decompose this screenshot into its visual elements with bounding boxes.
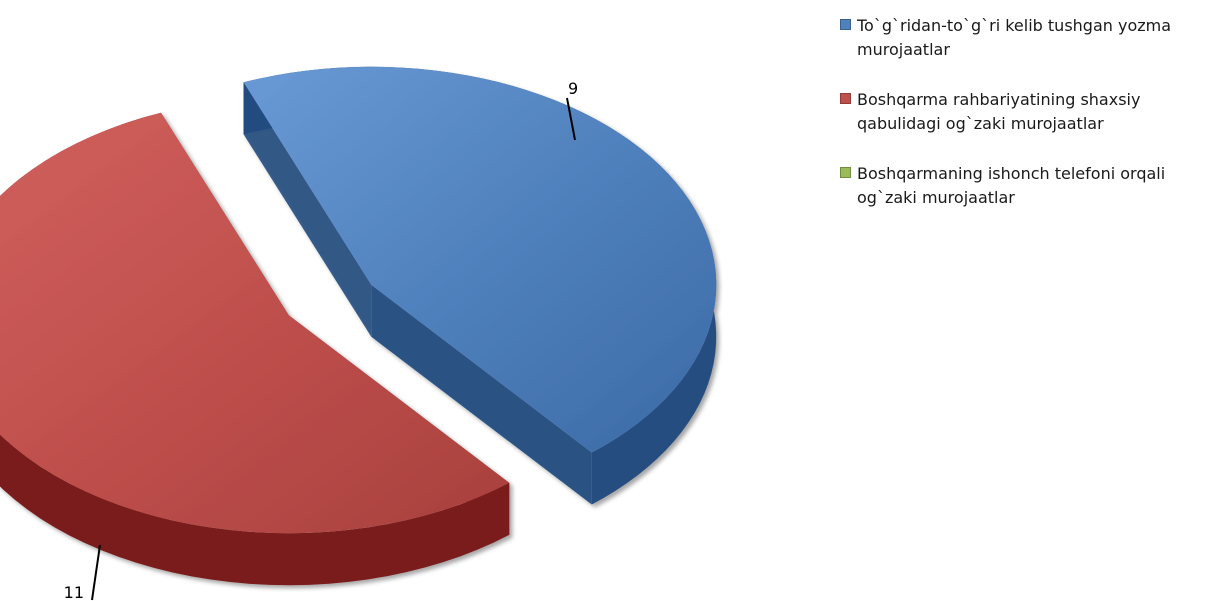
pie-slice-written xyxy=(243,66,717,505)
pie-chart: 9 11 xyxy=(0,66,717,601)
legend-label: Boshqarma rahbariyatining shaxsiy qabuli… xyxy=(857,90,1141,133)
data-label: 9 xyxy=(568,79,578,98)
pie-slice-top xyxy=(243,66,717,453)
leader-line xyxy=(91,544,101,601)
pie-slice-reception xyxy=(0,112,510,586)
data-label: 11 xyxy=(64,583,84,601)
legend-item-hotline-appeals[interactable]: Boshqarmaning ishonch telefoni orqali og… xyxy=(840,162,1215,210)
legend-item-reception-appeals[interactable]: Boshqarma rahbariyatining shaxsiy qabuli… xyxy=(840,88,1215,136)
pie-slice-cut xyxy=(371,284,592,505)
legend-item-written-appeals[interactable]: To`g`ridan-to`g`ri kelib tushgan yozma m… xyxy=(840,14,1215,62)
legend-swatch-green xyxy=(840,167,851,178)
legend-label: To`g`ridan-to`g`ri kelib tushgan yozma m… xyxy=(857,16,1172,59)
legend-label: Boshqarmaning ishonch telefoni orqali og… xyxy=(857,164,1166,207)
pie-slice-top xyxy=(0,112,510,534)
leader-line xyxy=(566,97,576,141)
pie-slice-cut xyxy=(243,82,372,337)
legend-swatch-red xyxy=(840,93,851,104)
legend: To`g`ridan-to`g`ri kelib tushgan yozma m… xyxy=(840,14,1215,236)
legend-swatch-blue xyxy=(840,19,851,30)
